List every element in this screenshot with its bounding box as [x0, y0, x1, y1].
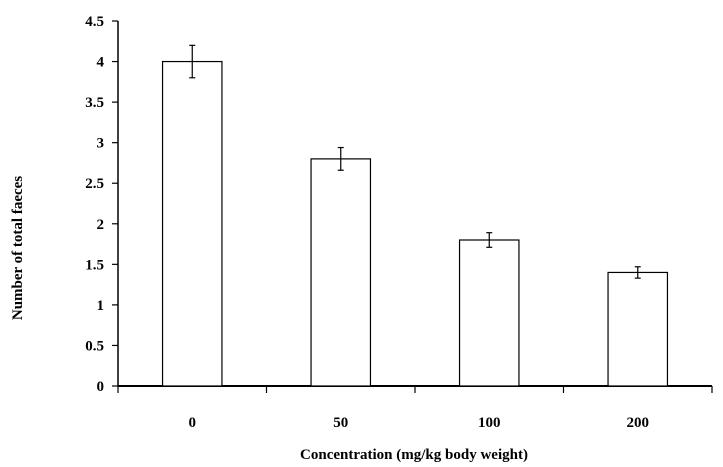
error-bars: [189, 44, 641, 279]
y-tick-label: 0: [97, 379, 105, 395]
y-axis-label: Number of total faeces: [10, 176, 26, 320]
x-tick-label: 50: [333, 415, 348, 431]
y-tick-label: 4: [97, 55, 105, 71]
y-tick-label: 3: [97, 136, 105, 152]
y-tick-label: 3.5: [85, 95, 104, 111]
bar: [607, 271, 669, 387]
y-tick-label: 0.5: [85, 338, 104, 354]
x-axis: 0 50 100 200: [117, 385, 713, 431]
x-tick-label: 0: [189, 415, 197, 431]
x-tick-label: 200: [627, 415, 650, 431]
y-axis: 0 0.5 1 1.5 2 2.5 3 3.5 4 4.5: [85, 14, 119, 395]
y-tick-label: 1.5: [85, 257, 104, 273]
y-tick-label: 1: [97, 298, 105, 314]
y-tick-label: 2.5: [85, 176, 104, 192]
bar: [310, 158, 372, 387]
bar: [458, 239, 520, 387]
bars: [161, 60, 669, 387]
y-tick-label: 4.5: [85, 14, 104, 30]
bar: [161, 60, 223, 387]
y-tick-label: 2: [97, 217, 105, 233]
x-axis-label: Concentration (mg/kg body weight): [300, 447, 528, 463]
x-tick-label: 100: [478, 415, 501, 431]
